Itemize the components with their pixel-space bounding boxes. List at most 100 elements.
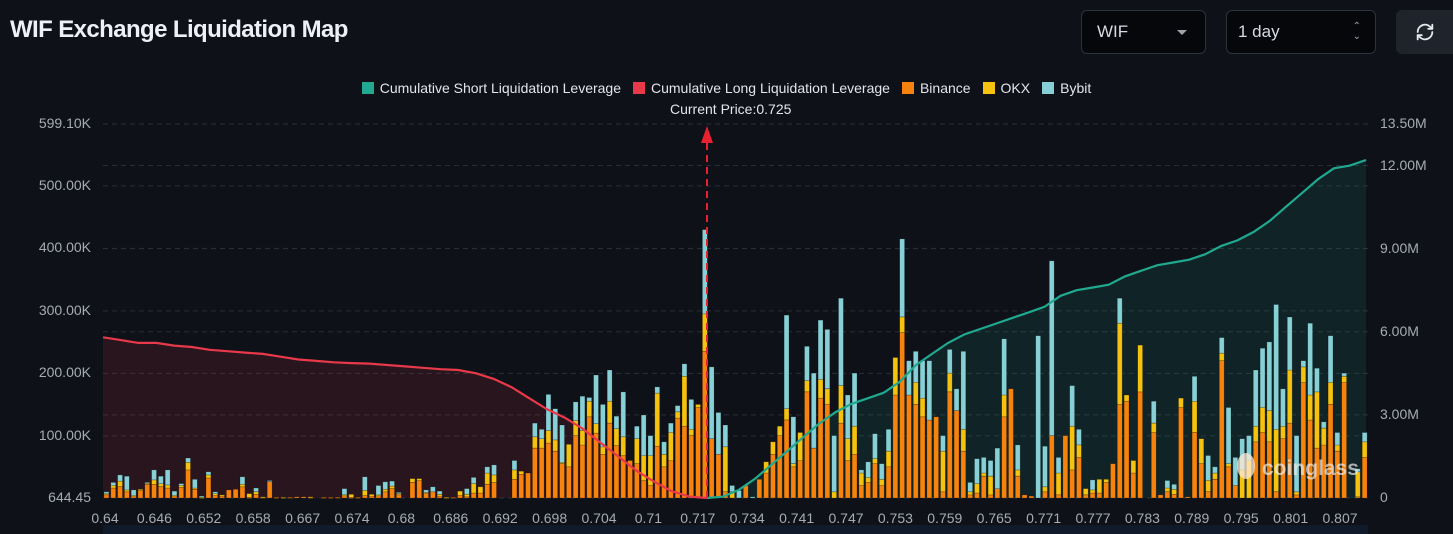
- bar-segment-binance: [1137, 391, 1143, 499]
- bar-segment-bybit: [538, 428, 545, 439]
- bar-segment-okx: [443, 497, 450, 499]
- x-axis-zoom-bar[interactable]: [103, 525, 1368, 534]
- bar-segment-okx: [770, 441, 776, 455]
- bar-segment-binance: [912, 404, 919, 499]
- bar-segment-binance: [158, 486, 164, 499]
- legend-item-cumulative-long[interactable]: Cumulative Long Liquidation Leverage: [633, 80, 890, 96]
- x-tick-label: 0.807: [1322, 510, 1358, 526]
- x-tick-label: 0.658: [235, 510, 271, 526]
- legend-item-okx[interactable]: OKX: [982, 80, 1030, 96]
- bar-segment-okx: [1096, 478, 1103, 494]
- bar-segment-binance: [1083, 494, 1089, 499]
- bar-segment-binance: [926, 419, 933, 499]
- bar-segment-okx: [1083, 488, 1089, 496]
- bar-segment-okx: [185, 462, 191, 471]
- refresh-icon: [1416, 23, 1433, 41]
- bar-segment-binance: [688, 435, 694, 499]
- refresh-button[interactable]: [1396, 10, 1453, 54]
- bar-segment-okx: [1198, 438, 1205, 465]
- cumulative-long-line: [102, 336, 708, 500]
- bar-segment-bybit: [1042, 445, 1048, 488]
- bar-segment-binance: [287, 497, 293, 499]
- bar-segment-okx: [674, 411, 681, 419]
- bar-segment-okx: [518, 470, 524, 475]
- y-right-tick-label: 13.50M: [1380, 115, 1427, 131]
- bar-segment-bybit: [1014, 444, 1021, 471]
- bar-segment-okx: [464, 493, 470, 498]
- bar-segment-okx: [960, 428, 967, 452]
- bar-segment-binance: [491, 482, 497, 499]
- bar-segment-okx: [137, 488, 144, 491]
- x-tick-label: 0.646: [136, 510, 172, 526]
- bar-segment-bybit: [919, 360, 926, 399]
- bar-segment-okx: [1287, 369, 1293, 424]
- bar-segment-binance: [532, 447, 538, 499]
- bar-segment-binance: [593, 432, 599, 499]
- bar-segment-bybit: [1266, 341, 1273, 411]
- bar-segment-binance: [1191, 432, 1198, 499]
- bar-segment-okx: [477, 486, 484, 494]
- y-right-tick-label: 9.00M: [1380, 239, 1419, 256]
- bar-segment-binance: [266, 481, 273, 499]
- bar-segment-binance: [1232, 485, 1239, 499]
- bar-segment-bybit: [1280, 388, 1286, 427]
- bar-segment-binance: [1103, 482, 1109, 499]
- bar-segment-okx: [158, 483, 164, 488]
- bar-segment-bybit: [117, 474, 123, 482]
- x-tick-label: 0.734: [729, 510, 765, 526]
- bar-segment-bybit: [586, 397, 592, 402]
- bar-segment-bybit: [1205, 455, 1211, 481]
- bar-segment-bybit: [661, 441, 667, 455]
- bar-segment-binance: [953, 410, 960, 499]
- y-left-tick-label: 200.00K: [38, 364, 91, 381]
- bar-segment-bybit: [266, 480, 273, 483]
- bar-segment-okx: [470, 483, 477, 494]
- bar-segment-bybit: [1253, 369, 1259, 427]
- coin-select[interactable]: WIF: [1081, 10, 1206, 54]
- bar-segment-binance: [858, 485, 865, 499]
- x-tick-label: 0.686: [433, 510, 469, 526]
- bar-segment-binance: [334, 497, 341, 499]
- bar-segment-binance: [1293, 494, 1300, 499]
- legend-label: Bybit: [1060, 80, 1092, 96]
- bar-segment-binance: [538, 447, 545, 499]
- bar-segment-okx: [919, 397, 926, 418]
- legend-item-bybit[interactable]: Bybit: [1042, 80, 1091, 96]
- bar-segment-okx: [1117, 322, 1123, 405]
- bar-segment-binance: [457, 495, 463, 499]
- bar-segment-bybit: [103, 491, 110, 494]
- bar-segment-okx: [872, 458, 878, 465]
- bar-segment-bybit: [681, 363, 688, 377]
- bar-segment-okx: [1191, 400, 1198, 433]
- bar-segment-binance: [321, 497, 327, 499]
- x-tick-label: 0.789: [1174, 510, 1210, 526]
- legend-swatch: [361, 82, 374, 94]
- time-range-select[interactable]: 1 day ⌃ ⌄: [1226, 10, 1376, 54]
- bar-segment-okx: [817, 379, 824, 399]
- bar-segment-okx: [511, 469, 518, 480]
- bar-segment-bybit: [1334, 432, 1341, 446]
- x-tick-label: 0.777: [1075, 510, 1111, 526]
- bar-segment-okx: [1069, 425, 1075, 471]
- bar-segment-bybit: [810, 372, 817, 449]
- bar-segment-bybit: [253, 487, 259, 493]
- bar-segment-bybit: [144, 482, 151, 484]
- y-right-tick-label: 3.00M: [1380, 405, 1419, 422]
- legend-item-binance[interactable]: Binance: [901, 80, 971, 96]
- bar-segment-binance: [654, 445, 660, 499]
- bar-segment-okx: [348, 493, 354, 498]
- bar-segment-okx: [1123, 394, 1130, 402]
- bar-segment-binance: [817, 397, 824, 499]
- x-tick-label: 0.667: [285, 510, 321, 526]
- bar-segment-bybit: [1212, 466, 1218, 474]
- bar-segment-okx: [654, 392, 660, 447]
- bar-segment-binance: [117, 486, 123, 499]
- bar-segment-bybit: [1171, 483, 1177, 490]
- bar-segment-binance: [980, 475, 987, 499]
- bar-segment-okx: [634, 438, 640, 465]
- legend-item-cumulative-short[interactable]: Cumulative Short Liquidation Leverage: [361, 80, 621, 96]
- x-tick-label: 0.704: [581, 510, 617, 526]
- bar-segment-bybit: [668, 422, 674, 433]
- bar-segment-okx: [681, 375, 688, 427]
- bar-segment-bybit: [1361, 432, 1368, 443]
